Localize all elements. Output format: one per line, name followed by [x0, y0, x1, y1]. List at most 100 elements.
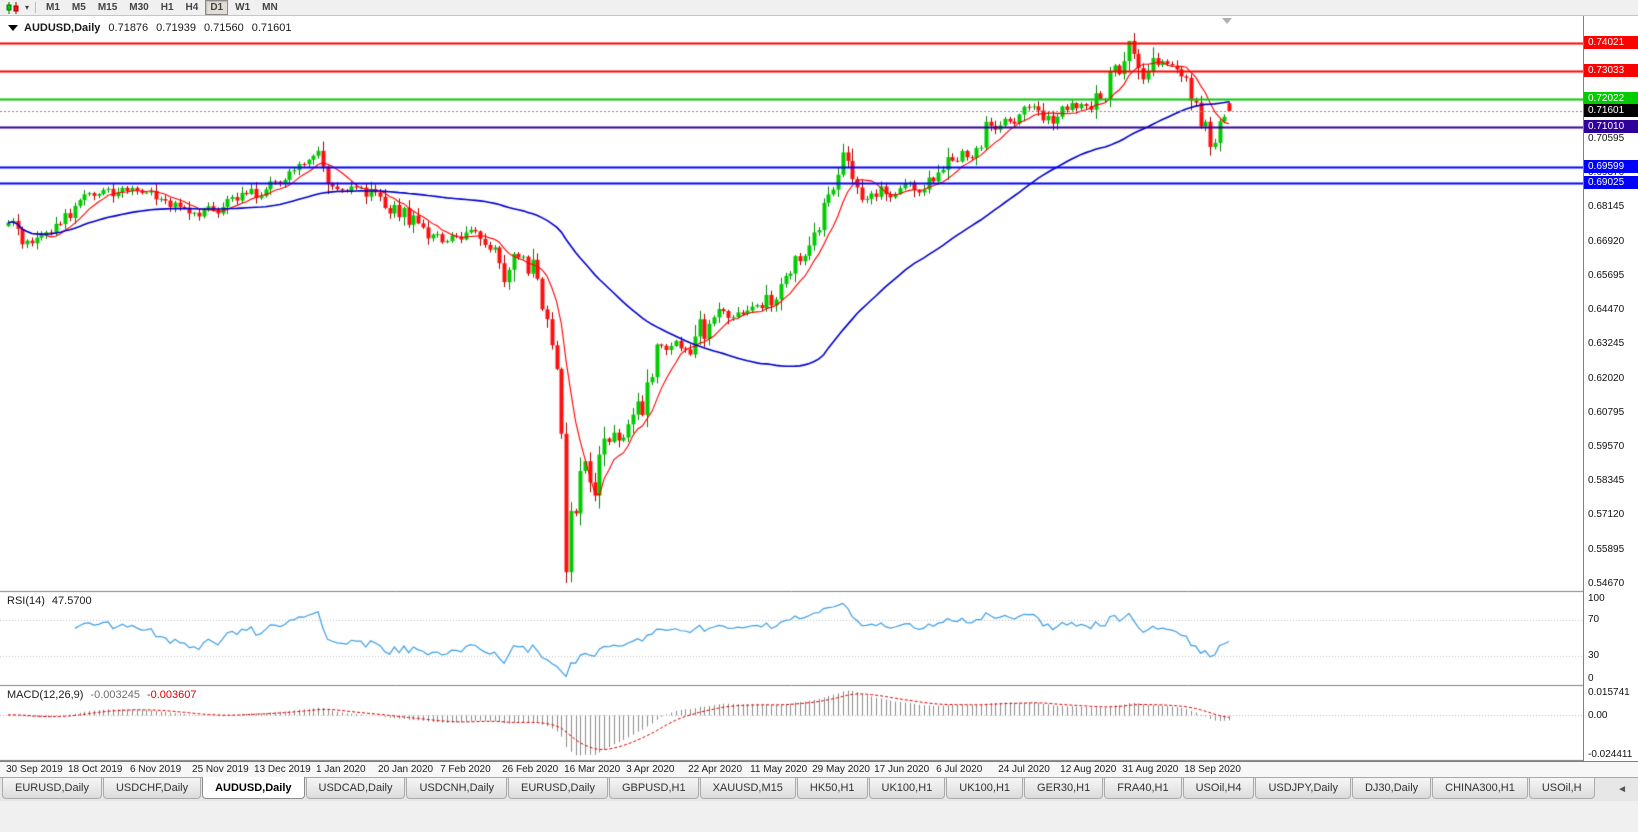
date-axis-label: 11 May 2020: [750, 764, 808, 775]
rsi-scale-label: 0: [1588, 673, 1594, 684]
price-axis-label: 0.54670: [1588, 577, 1625, 589]
price-axis-label: 0.60795: [1588, 406, 1625, 418]
timeframe-button-w1[interactable]: W1: [235, 2, 251, 13]
chart-tab-audusd-daily[interactable]: AUDUSD,Daily: [202, 777, 305, 799]
rsi-scale-label: 100: [1588, 593, 1605, 604]
candlestick-chart-icon[interactable]: [5, 1, 21, 14]
chart-tab-usdjpy-daily[interactable]: USDJPY,Daily: [1255, 778, 1351, 799]
macd-scale-zero-label: 0.00: [1588, 709, 1608, 721]
date-axis-label: 12 Aug 2020: [1060, 764, 1117, 775]
macd-signal-value: -0.003607: [146, 689, 197, 701]
level-price-badge: 0.72022: [1584, 92, 1638, 106]
chart-title: AUDUSD,Daily 0.71876 0.71939 0.71560 0.7…: [24, 22, 291, 34]
date-axis-label: 6 Nov 2019: [130, 764, 182, 775]
timeframe-button-m15[interactable]: M15: [97, 2, 118, 13]
timeframe-buttons: M1 M5 M15 M30 H1 H4 D1 W1 MN: [40, 0, 284, 15]
toolbar-separator: [35, 2, 37, 13]
chart-tab-usdcnh-daily[interactable]: USDCNH,Daily: [406, 778, 508, 799]
chart-tab-dj30-daily[interactable]: DJ30,Daily: [1351, 778, 1432, 799]
tab-scroll-left-icon[interactable]: ◄: [1617, 784, 1627, 795]
chart-low-value: 0.71560: [203, 22, 244, 34]
date-axis-label: 29 May 2020: [812, 764, 870, 775]
chart-tab-ger30-h1[interactable]: GER30,H1: [1024, 778, 1104, 799]
date-axis-label: 3 Apr 2020: [626, 764, 675, 775]
bottom-strip: [0, 801, 1638, 832]
chart-symbol-label: AUDUSD,Daily: [24, 22, 101, 34]
chart-close-value: 0.71601: [251, 22, 292, 34]
chart-corner-triangle-icon: [8, 25, 18, 31]
timeframe-toolbar: ▾ M1 M5 M15 M30 H1 H4 D1 W1 MN: [0, 0, 1638, 16]
price-axis-label: 0.70595: [1588, 133, 1625, 145]
chart-tab-xauusd-m15[interactable]: XAUUSD,M15: [699, 778, 796, 799]
date-axis-label: 17 Jun 2020: [874, 764, 930, 775]
macd-indicator-label: MACD(12,26,9) -0.003245 -0.003607: [7, 689, 197, 701]
chart-shift-marker[interactable]: [1222, 18, 1232, 24]
chart-tab-usoil-h4[interactable]: USOil,H4: [1182, 778, 1255, 799]
price-axis-label: 0.57120: [1588, 509, 1625, 521]
chart-tab-usdchf-daily[interactable]: USDCHF,Daily: [102, 778, 202, 799]
level-price-badge: 0.74021: [1584, 36, 1638, 50]
chart-open-value: 0.71876: [108, 22, 149, 34]
level-price-badge: 0.69025: [1584, 175, 1638, 189]
chart-tab-uk100-h1[interactable]: UK100,H1: [868, 778, 946, 799]
chart-tab-usoil-h[interactable]: USOil,H: [1528, 778, 1595, 799]
timeframe-button-m5[interactable]: M5: [71, 2, 86, 13]
chart-area: AUDUSD,Daily 0.71876 0.71939 0.71560 0.7…: [0, 16, 1638, 761]
timeframe-button-d1[interactable]: D1: [205, 0, 229, 15]
chart-tab-hk50-h1[interactable]: HK50,H1: [796, 778, 868, 799]
price-axis-label: 0.66920: [1588, 235, 1625, 247]
macd-name: MACD(12,26,9): [7, 689, 84, 701]
chart-tab-gbpusd-h1[interactable]: GBPUSD,H1: [609, 778, 699, 799]
price-axis-label: 0.63245: [1588, 338, 1625, 350]
timeframe-button-h1[interactable]: H1: [160, 2, 174, 13]
timeframe-button-m1[interactable]: M1: [46, 2, 60, 13]
chart-tab-uk100-h1[interactable]: UK100,H1: [946, 778, 1024, 799]
chart-tab-china300-h1[interactable]: CHINA300,H1: [1432, 778, 1528, 799]
date-axis-label: 30 Sep 2019: [6, 764, 63, 775]
chart-tab-usdcad-daily[interactable]: USDCAD,Daily: [305, 778, 406, 799]
macd-scale-top-label: 0.015741: [1588, 687, 1630, 698]
macd-main-value: -0.003245: [90, 689, 140, 701]
level-price-badge: 0.71010: [1584, 120, 1638, 134]
chevron-down-icon[interactable]: ▾: [25, 3, 30, 12]
date-axis-label: 26 Feb 2020: [502, 764, 559, 775]
price-axis-label: 0.62020: [1588, 372, 1625, 384]
date-axis-label: 22 Apr 2020: [688, 764, 743, 775]
date-axis-label: 18 Sep 2020: [1184, 764, 1241, 775]
chart-tab-eurusd-daily[interactable]: EURUSD,Daily: [508, 778, 608, 799]
date-axis-label: 13 Dec 2019: [254, 764, 311, 775]
date-axis[interactable]: 30 Sep 2019 18 Oct 2019 6 Nov 2019 25 Nov 2…: [0, 761, 1638, 777]
price-axis-label: 0.65695: [1588, 269, 1625, 281]
price-axis[interactable]: 0.015741 0.00 -0.024411 0.705950.693700.…: [1583, 16, 1638, 761]
date-axis-label: 18 Oct 2019: [68, 764, 123, 775]
price-axis-label: 0.59570: [1588, 440, 1625, 452]
level-price-badge: 0.69599: [1584, 159, 1638, 173]
price-axis-label: 0.58345: [1588, 475, 1625, 487]
price-axis-label: 0.64470: [1588, 304, 1625, 316]
current-price-badge: 0.71601: [1584, 103, 1638, 117]
date-axis-label: 25 Nov 2019: [192, 764, 249, 775]
chart-tab-eurusd-daily[interactable]: EURUSD,Daily: [2, 778, 102, 799]
rsi-scale-label: 30: [1588, 650, 1600, 662]
date-axis-label: 16 Mar 2020: [564, 764, 621, 775]
price-chart-canvas[interactable]: [0, 16, 1583, 761]
chart-tab-bar: EURUSD,Daily USDCHF,Daily AUDUSD,Daily USDC…: [0, 777, 1638, 801]
timeframe-button-mn[interactable]: MN: [262, 2, 278, 13]
chart-tab-fra40-h1[interactable]: FRA40,H1: [1104, 778, 1182, 799]
chart-high-value: 0.71939: [156, 22, 196, 34]
level-price-badge: 0.73033: [1584, 63, 1638, 77]
date-axis-label: 7 Feb 2020: [440, 764, 491, 775]
date-axis-label: 1 Jan 2020: [316, 764, 366, 775]
timeframe-button-h4[interactable]: H4: [185, 2, 199, 13]
rsi-name: RSI(14): [7, 595, 45, 607]
rsi-value: 47.5700: [51, 595, 92, 607]
rsi-indicator-label: RSI(14) 47.5700: [7, 595, 92, 607]
date-axis-label: 20 Jan 2020: [378, 764, 434, 775]
price-axis-label: 0.55895: [1588, 543, 1625, 555]
price-axis-label: 0.68145: [1588, 201, 1625, 213]
rsi-scale-label: 70: [1588, 613, 1600, 625]
date-axis-label: 6 Jul 2020: [936, 764, 983, 775]
date-axis-label: 24 Jul 2020: [998, 764, 1050, 775]
timeframe-button-m30[interactable]: M30: [129, 2, 149, 13]
